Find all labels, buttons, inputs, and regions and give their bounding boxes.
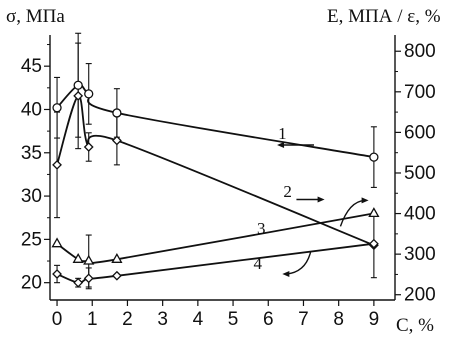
- y-right-tick-label: 200: [404, 285, 436, 306]
- x-tick-label: 4: [193, 309, 204, 330]
- arrow-head-series-2: [317, 196, 325, 203]
- series-4-point: [83, 273, 94, 284]
- series-4-point: [368, 238, 379, 249]
- y-right-tick-label: 300: [404, 244, 436, 265]
- y-left-axis-label: σ, МПа: [6, 6, 65, 27]
- series-1-point: [84, 89, 94, 99]
- y-right-tick-label: 800: [404, 41, 436, 62]
- y-right-tick-label: 500: [404, 163, 436, 184]
- x-tick-label: 2: [122, 309, 133, 330]
- series-3-point: [72, 252, 84, 263]
- y-left-tick-label: 40: [21, 99, 42, 120]
- series-1-line: [56, 83, 375, 158]
- x-tick-label: 6: [263, 309, 274, 330]
- series-2-point: [111, 135, 122, 146]
- error-bars: [54, 32, 377, 290]
- curve-label-1: 1: [278, 124, 287, 143]
- series-4-point: [111, 270, 122, 281]
- y-left-tick-label: 35: [21, 143, 42, 164]
- y-left-tick-label: 30: [21, 186, 42, 207]
- x-tick-label: 7: [298, 309, 309, 330]
- curve-label-4: 4: [253, 254, 262, 273]
- arrow-series-4: [286, 252, 312, 275]
- arrow-series-3: [339, 199, 365, 227]
- labels: 1 23 4: [253, 124, 291, 273]
- arrows: [277, 141, 369, 278]
- x-tick-label: 3: [157, 309, 168, 330]
- x-tick-label: 9: [369, 309, 380, 330]
- y-left-tick-label: 25: [21, 229, 42, 250]
- series-3-point: [83, 254, 95, 265]
- arrow-head-series-3: [361, 197, 369, 204]
- x-tick-label: 8: [333, 309, 344, 330]
- series-1-point: [73, 80, 83, 90]
- y-left-tick-label: 20: [21, 273, 42, 294]
- series-1-point: [369, 152, 379, 162]
- y-right-tick-label: 700: [404, 82, 436, 103]
- curves: [56, 83, 375, 284]
- series-3-point: [111, 252, 123, 263]
- series-4-point: [73, 277, 84, 288]
- markers: [51, 80, 380, 288]
- arrow-head-series-4: [282, 271, 290, 278]
- x-tick-label: 0: [52, 309, 63, 330]
- axes: 0 1 2 3 4 5 6 7 8 9202530354045200300400500600700…: [21, 35, 436, 330]
- x-tick-label: 1: [87, 309, 98, 330]
- x-tick-label: 5: [228, 309, 239, 330]
- y-right-tick-label: 400: [404, 204, 436, 225]
- series-4-point: [52, 269, 62, 279]
- series-4-line: [56, 242, 375, 284]
- curve-label-2: 2: [283, 182, 292, 201]
- arrow-head-series-1: [277, 141, 285, 148]
- y-left-tick-label: 45: [21, 56, 42, 77]
- series-2-point: [83, 142, 94, 152]
- series-1-point: [112, 108, 122, 118]
- series-1-point: [52, 103, 62, 113]
- series-2-point: [52, 159, 62, 170]
- x-axis-label: C, %: [396, 315, 434, 336]
- curve-label-3: 3: [257, 219, 266, 238]
- series-3-line: [56, 212, 375, 265]
- y-right-tick-label: 600: [404, 122, 436, 143]
- series-2-point: [73, 90, 84, 101]
- series-3-point: [368, 207, 380, 218]
- y-right-axis-label: E, МПА / ε, %: [327, 6, 441, 27]
- series-3-point: [51, 237, 63, 248]
